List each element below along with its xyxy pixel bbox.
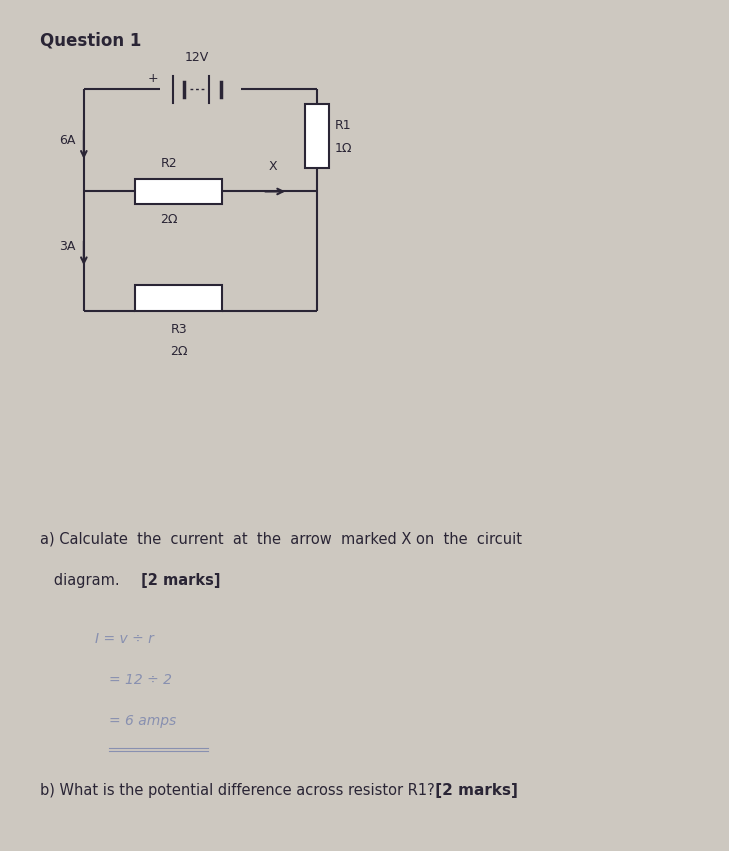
Text: R1: R1 bbox=[335, 119, 351, 133]
Text: 6A: 6A bbox=[59, 134, 75, 147]
Text: Question 1: Question 1 bbox=[40, 31, 141, 49]
Text: = 12 ÷ 2: = 12 ÷ 2 bbox=[109, 673, 172, 687]
Text: X: X bbox=[269, 160, 278, 173]
Text: +: + bbox=[148, 72, 158, 85]
Text: 3A: 3A bbox=[59, 240, 75, 254]
Bar bbox=[135, 179, 222, 204]
Bar bbox=[305, 105, 329, 168]
Text: 1Ω: 1Ω bbox=[335, 142, 352, 156]
Text: 12V: 12V bbox=[184, 51, 209, 64]
Text: I = v ÷ r: I = v ÷ r bbox=[95, 632, 154, 646]
Text: R3: R3 bbox=[171, 323, 187, 336]
Text: diagram.: diagram. bbox=[40, 573, 120, 588]
Text: 2Ω: 2Ω bbox=[170, 345, 187, 357]
Text: a) Calculate  the  current  at  the  arrow  marked X on  the  circuit: a) Calculate the current at the arrow ma… bbox=[40, 532, 522, 547]
Bar bbox=[135, 285, 222, 311]
Text: R2: R2 bbox=[160, 157, 177, 170]
Text: [2 marks]: [2 marks] bbox=[136, 573, 221, 588]
Text: b) What is the potential difference across resistor R1?: b) What is the potential difference acro… bbox=[40, 783, 434, 798]
Text: [2 marks]: [2 marks] bbox=[430, 783, 518, 798]
Text: 2Ω: 2Ω bbox=[160, 213, 178, 226]
Text: = 6 amps: = 6 amps bbox=[109, 714, 176, 728]
